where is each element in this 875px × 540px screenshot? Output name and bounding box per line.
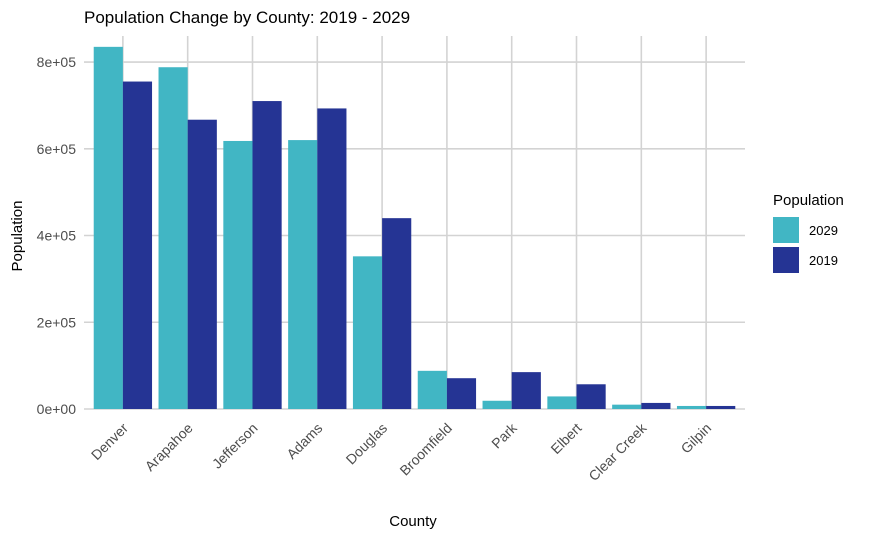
legend-key [773, 247, 799, 273]
bar-2019-arapahoe [187, 119, 217, 410]
bar-2019-park [511, 372, 541, 409]
bars [93, 46, 736, 410]
bar-2019-jefferson [252, 101, 282, 409]
legend-item: 2019 [773, 245, 844, 275]
bar-2029-denver [93, 46, 123, 410]
x-tick-label: Douglas [343, 420, 391, 468]
x-tick-label: Park [488, 419, 520, 451]
legend-item: 2029 [773, 215, 844, 245]
x-tick-label: Arapahoe [142, 420, 196, 474]
x-tick-labels: Denver Arapahoe Jefferson Adams Douglas Broom… [88, 419, 714, 484]
legend-label: 2019 [809, 252, 838, 268]
y-tick-label: 6e+05 [37, 141, 77, 157]
chart-title: Population Change by County: 2019 - 2029 [84, 8, 411, 27]
bar-2029-elbert [547, 396, 577, 409]
x-tick-label: Elbert [547, 420, 584, 457]
y-axis-title: Population [9, 201, 26, 272]
legend-title: Population [773, 192, 844, 209]
bar-2029-clear-creek [612, 404, 642, 409]
y-tick-label: 8e+05 [37, 54, 77, 70]
bar-2029-arapahoe [158, 67, 188, 409]
bar-2029-douglas [352, 256, 383, 409]
y-tick-labels: 0e+00 2e+05 4e+05 6e+05 8e+05 [37, 54, 77, 417]
y-tick-label: 4e+05 [37, 228, 77, 244]
x-tick-label: Gilpin [678, 420, 715, 457]
bar-2029-gilpin [676, 405, 707, 409]
legend-items: 2029 2019 [773, 215, 844, 275]
y-tick-label: 0e+00 [37, 401, 77, 417]
x-tick-label: Denver [88, 420, 131, 463]
bar-2029-adams [288, 140, 318, 409]
bar-2019-elbert [576, 384, 606, 409]
bar-2019-adams [317, 108, 347, 409]
y-tick-label: 2e+05 [37, 314, 77, 330]
bar-2029-broomfield [417, 370, 447, 409]
legend-label: 2029 [809, 222, 838, 238]
legend: Population 2029 2019 [773, 192, 844, 275]
x-tick-label: Broomfield [396, 420, 455, 479]
bar-2019-clear-creek [641, 402, 671, 409]
bar-2019-douglas [382, 218, 412, 409]
bar-2019-denver [122, 81, 153, 409]
bar-2019-gilpin [706, 405, 736, 409]
x-axis-title: County [389, 513, 437, 530]
x-tick-label: Jefferson [209, 420, 261, 472]
legend-key [773, 217, 799, 243]
x-tick-label: Adams [283, 420, 325, 462]
x-tick-label: Clear Creek [585, 419, 650, 484]
bar-2029-jefferson [223, 140, 253, 410]
bar-2019-broomfield [446, 378, 477, 409]
bar-2029-park [482, 400, 512, 409]
